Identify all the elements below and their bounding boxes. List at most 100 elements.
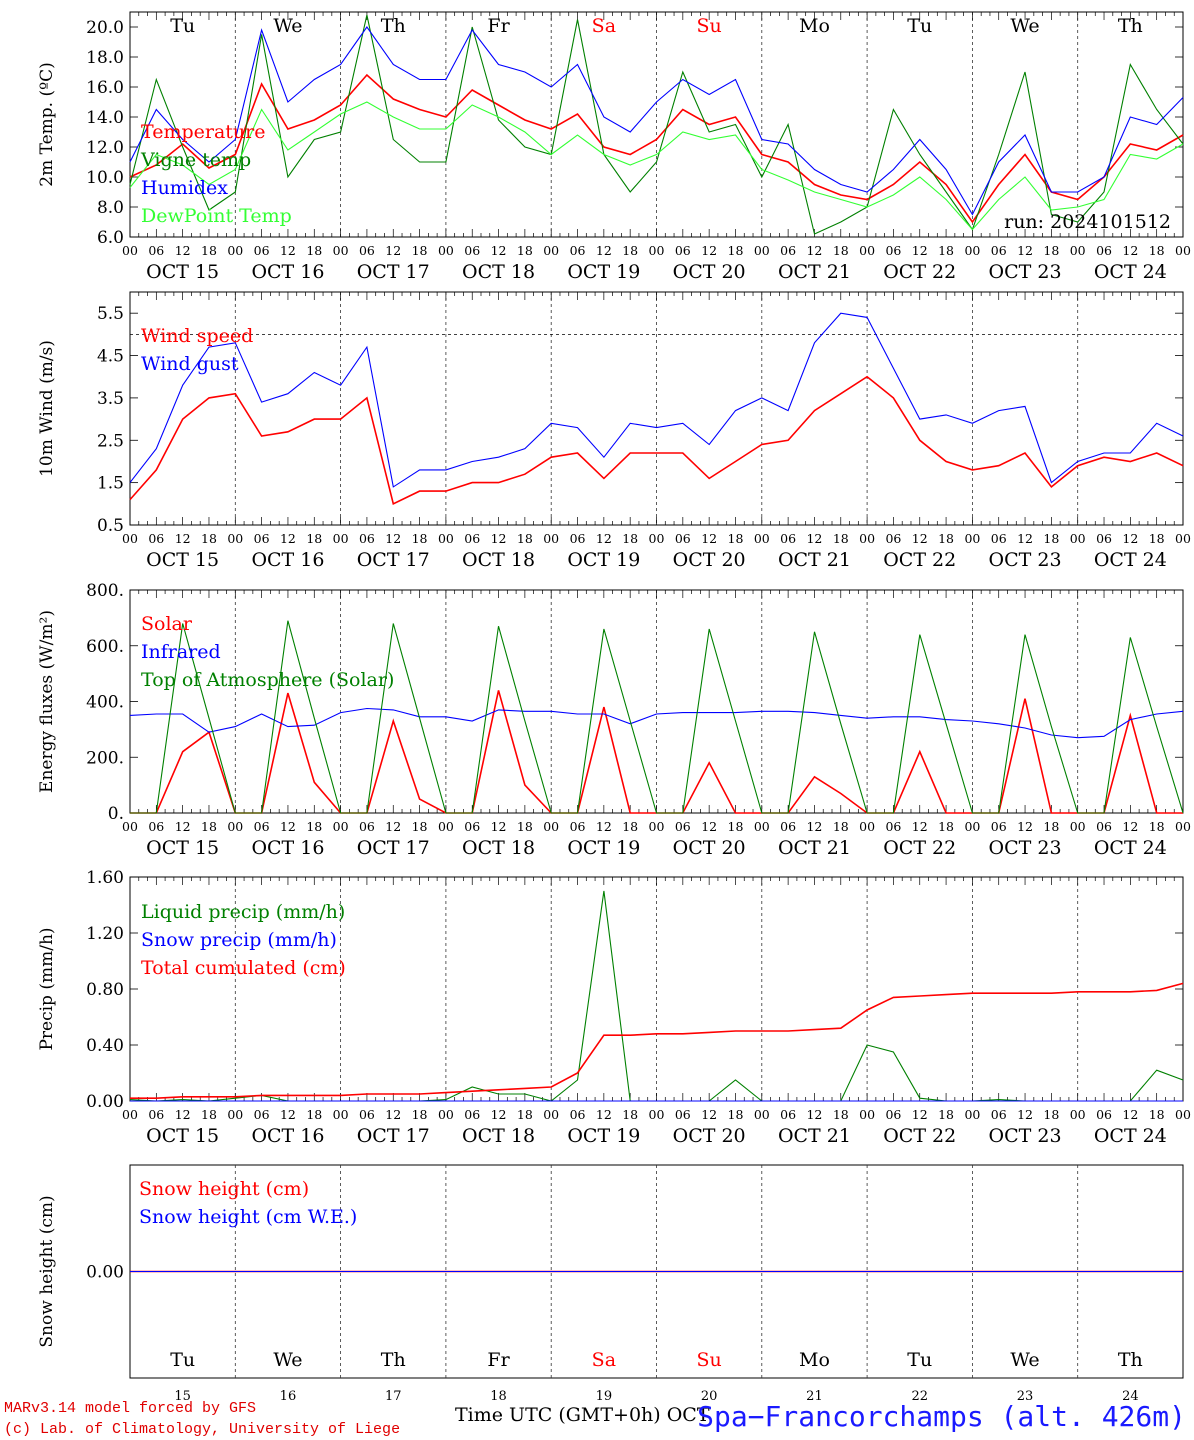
y-axis-title: Precip (mm/h) bbox=[37, 927, 57, 1050]
hour-tick-label: 18 bbox=[517, 243, 533, 258]
date-label: OCT 15 bbox=[146, 261, 219, 283]
y-tick-label: 6.0 bbox=[97, 228, 124, 248]
hour-tick-label: 12 bbox=[1017, 1107, 1033, 1122]
weekday-label: We bbox=[273, 1349, 302, 1371]
hour-tick-label: 06 bbox=[570, 819, 586, 834]
hour-tick-label: 06 bbox=[570, 531, 586, 546]
hour-tick-label: 18 bbox=[201, 819, 217, 834]
y-tick-label: 4.5 bbox=[97, 347, 124, 367]
hour-tick-label: 18 bbox=[622, 531, 638, 546]
hour-tick-label: 12 bbox=[701, 1107, 717, 1122]
hour-tick-label: 06 bbox=[1096, 819, 1112, 834]
weekday-label: Tu bbox=[907, 15, 932, 37]
series-line-wind-speed bbox=[129, 375, 1184, 505]
legend-entry: Snow precip (mm/h) bbox=[141, 929, 337, 951]
hour-tick-label: 18 bbox=[728, 819, 744, 834]
hour-tick-label: 12 bbox=[280, 819, 296, 834]
date-label: OCT 22 bbox=[883, 837, 956, 859]
hour-tick-label: 06 bbox=[675, 1107, 691, 1122]
legend-entry: DewPoint Temp bbox=[141, 205, 292, 227]
y-tick-label: 0. bbox=[108, 804, 124, 824]
y-tick-label: 16.0 bbox=[86, 78, 124, 98]
hour-tick-label: 18 bbox=[1149, 1107, 1165, 1122]
series-line-dewpoint-temp bbox=[129, 101, 1184, 231]
day-number-label: 18 bbox=[490, 1389, 507, 1404]
hour-tick-label: 12 bbox=[806, 819, 822, 834]
run-annotation: run: 2024101512 bbox=[1004, 211, 1171, 233]
hour-tick-label: 00 bbox=[1070, 819, 1086, 834]
hour-tick-label: 12 bbox=[385, 243, 401, 258]
hour-tick-label: 18 bbox=[306, 531, 322, 546]
x-axis-title: Time UTC (GMT+0h) OCT bbox=[455, 1404, 710, 1426]
hour-tick-label: 18 bbox=[622, 1107, 638, 1122]
hour-tick-label: 12 bbox=[175, 531, 191, 546]
hour-tick-label: 00 bbox=[1175, 1107, 1191, 1122]
hour-tick-label: 18 bbox=[412, 1107, 428, 1122]
y-tick-label: 1.60 bbox=[86, 868, 124, 888]
hour-tick-label: 12 bbox=[1017, 531, 1033, 546]
date-label: OCT 23 bbox=[989, 837, 1062, 859]
hour-tick-label: 18 bbox=[938, 531, 954, 546]
date-label: OCT 16 bbox=[251, 1125, 324, 1147]
hour-tick-label: 00 bbox=[649, 243, 665, 258]
hour-tick-label: 06 bbox=[675, 531, 691, 546]
hour-tick-label: 12 bbox=[1122, 1107, 1138, 1122]
hour-tick-label: 06 bbox=[148, 819, 164, 834]
weekday-label: Mo bbox=[799, 15, 830, 37]
date-label: OCT 22 bbox=[883, 261, 956, 283]
hour-tick-label: 00 bbox=[964, 819, 980, 834]
weekday-label: Tu bbox=[170, 15, 195, 37]
hour-tick-label: 00 bbox=[1175, 243, 1191, 258]
weekday-label: We bbox=[273, 15, 302, 37]
hour-tick-label: 06 bbox=[254, 1107, 270, 1122]
day-number-label: 17 bbox=[385, 1389, 402, 1404]
panel-temperature: 00 06 12 18 00 06 12 18 00 06 12 18 00 06 12 18 00 06 12 18… bbox=[37, 11, 1191, 283]
date-label: OCT 16 bbox=[251, 261, 324, 283]
hour-tick-label: 06 bbox=[991, 1107, 1007, 1122]
hour-tick-label: 00 bbox=[438, 531, 454, 546]
hour-tick-label: 18 bbox=[1043, 1107, 1059, 1122]
y-axis-title: Snow height (cm) bbox=[37, 1195, 57, 1347]
hour-tick-label: 00 bbox=[859, 1107, 875, 1122]
date-label: OCT 17 bbox=[357, 1125, 430, 1147]
hour-tick-label: 00 bbox=[122, 1107, 138, 1122]
y-tick-label: 400. bbox=[86, 693, 124, 713]
weekday-label: We bbox=[1010, 15, 1039, 37]
hour-tick-label: 00 bbox=[649, 1107, 665, 1122]
weekday-label: Th bbox=[1118, 1349, 1143, 1371]
hour-tick-label: 18 bbox=[306, 819, 322, 834]
y-tick-label: 0.00 bbox=[86, 1092, 124, 1112]
hour-tick-label: 00 bbox=[333, 531, 349, 546]
weekday-label: Tu bbox=[907, 1349, 932, 1371]
weekday-label: Mo bbox=[799, 1349, 830, 1371]
date-label: OCT 20 bbox=[673, 837, 746, 859]
hour-tick-label: 12 bbox=[596, 1107, 612, 1122]
hour-tick-label: 12 bbox=[806, 1107, 822, 1122]
hour-tick-label: 06 bbox=[991, 819, 1007, 834]
hour-tick-label: 06 bbox=[675, 243, 691, 258]
weekday-label: Fr bbox=[487, 1349, 510, 1371]
weekday-label: We bbox=[1010, 1349, 1039, 1371]
hour-tick-label: 18 bbox=[1043, 819, 1059, 834]
hour-tick-label: 06 bbox=[464, 1107, 480, 1122]
date-label: OCT 21 bbox=[778, 549, 851, 571]
date-label: OCT 19 bbox=[567, 549, 640, 571]
hour-tick-label: 18 bbox=[833, 1107, 849, 1122]
hour-tick-label: 12 bbox=[596, 819, 612, 834]
hour-tick-label: 00 bbox=[1070, 531, 1086, 546]
credit-line-lab: (c) Lab. of Climatology, University of L… bbox=[4, 1421, 401, 1438]
hour-tick-label: 18 bbox=[201, 243, 217, 258]
credit-line-model: MARv3.14 model forced by GFS bbox=[4, 1400, 257, 1417]
hour-tick-label: 18 bbox=[1043, 243, 1059, 258]
y-tick-label: 2.5 bbox=[97, 431, 124, 451]
hour-tick-label: 00 bbox=[333, 819, 349, 834]
hour-tick-label: 12 bbox=[701, 531, 717, 546]
panel-wind: 00 06 12 18 00 06 12 18 00 06 12 18 00 06 12 18 00 06 12 18… bbox=[37, 291, 1191, 571]
weekday-label: Th bbox=[381, 15, 406, 37]
series-line-top-of-atmosphere-solar bbox=[130, 620, 1184, 814]
hour-tick-label: 12 bbox=[491, 819, 507, 834]
hour-tick-label: 18 bbox=[833, 819, 849, 834]
hour-tick-label: 18 bbox=[728, 243, 744, 258]
legend-entry: Total cumulated (cm) bbox=[141, 957, 346, 979]
y-tick-label: 0.00 bbox=[86, 1263, 124, 1283]
